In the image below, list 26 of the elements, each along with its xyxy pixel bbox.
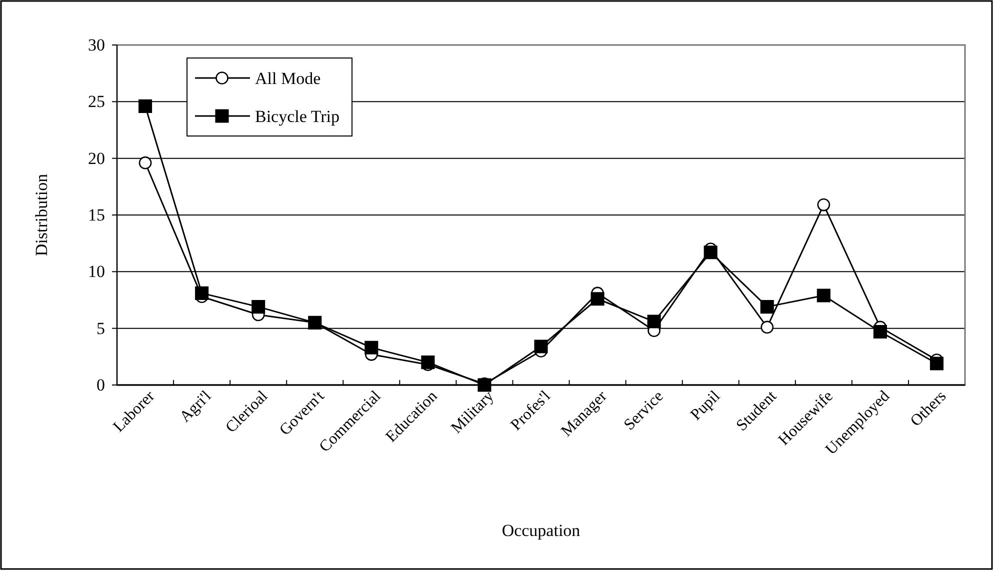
y-tick-label: 15 [88, 205, 105, 224]
point [364, 340, 378, 354]
y-tick-label: 5 [96, 318, 105, 338]
point [760, 300, 774, 314]
y-tick-label: 25 [88, 92, 105, 112]
point [252, 300, 266, 314]
legend-label: All Mode [255, 69, 321, 88]
point [930, 356, 944, 370]
legend-label: Bicycle Trip [255, 107, 340, 126]
point [647, 314, 661, 328]
y-axis-title: Distribution [32, 173, 51, 256]
point [590, 292, 604, 306]
y-tick-label: 0 [96, 375, 105, 394]
point [138, 99, 152, 113]
y-tick-label: 30 [88, 35, 105, 54]
y-tick-label: 10 [88, 262, 105, 282]
point [760, 320, 774, 334]
point [534, 340, 548, 354]
point [421, 356, 435, 370]
point [704, 246, 718, 260]
x-axis-title: Occupation [502, 521, 581, 540]
y-tick-label: 20 [88, 148, 105, 168]
point [817, 198, 830, 212]
point [816, 288, 830, 302]
point [873, 324, 887, 339]
point [138, 156, 152, 170]
